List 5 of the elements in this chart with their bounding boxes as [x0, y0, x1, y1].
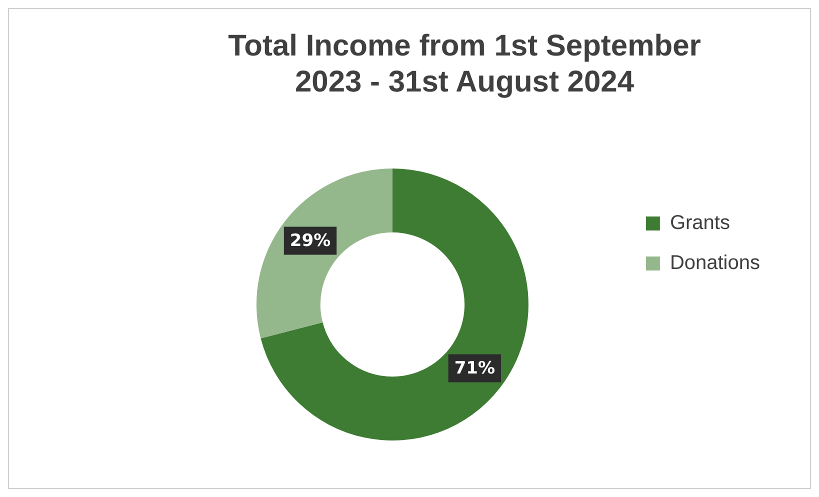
chart-title: Total Income from 1st September 2023 - 31st August 2024 — [228, 29, 702, 98]
data-label: 29% — [290, 231, 331, 252]
data-label: 71% — [454, 358, 496, 379]
legend-label: Donations — [670, 252, 760, 274]
legend-label: Grants — [670, 212, 730, 234]
